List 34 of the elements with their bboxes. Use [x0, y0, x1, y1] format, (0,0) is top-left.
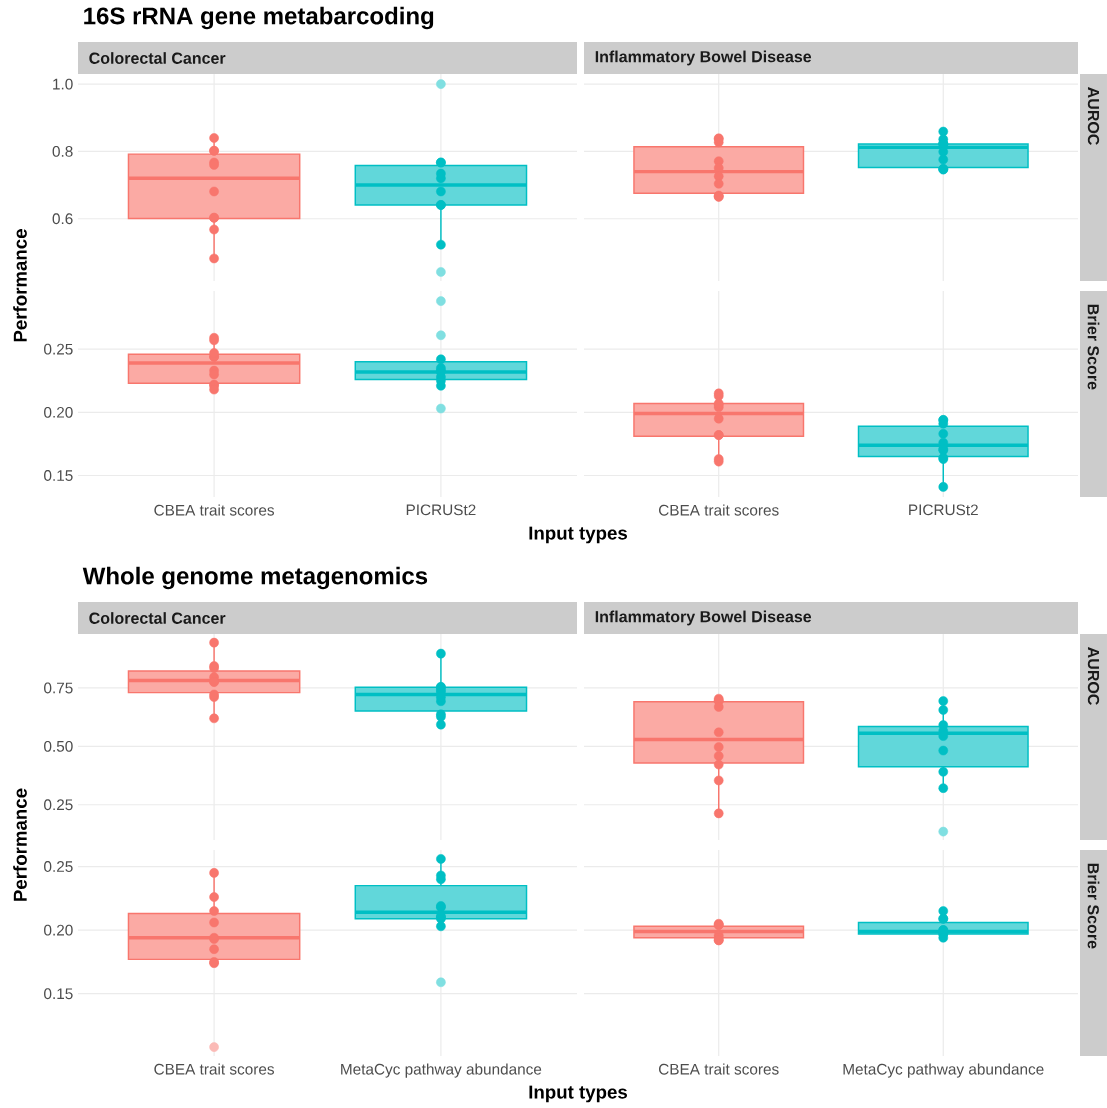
chart-subtitle: Colorectal Cancer — [89, 612, 226, 624]
y-tick-label: 0.6 — [52, 213, 73, 225]
y-tick-label: 0.25 — [44, 799, 73, 811]
y-tick-label: 0.15 — [44, 988, 73, 1000]
x-tick-label: PICRUSt2 — [406, 504, 476, 516]
y-tick-label: 0.25 — [44, 343, 73, 355]
y-axis-title: Performance — [13, 788, 27, 901]
y2-axis-title: Brier Score — [1087, 863, 1100, 949]
x-tick-label: MetaCyc pathway abundance — [341, 1063, 542, 1078]
y-tick-label: 0.8 — [52, 146, 73, 157]
x-tick-label: CBEA trait scores — [659, 1063, 779, 1075]
chart-subtitle: Inflammatory Bowel Disease — [595, 610, 812, 626]
x-tick-label: CBEA trait scores — [154, 1063, 275, 1075]
x-axis-title: Input types — [529, 1085, 628, 1103]
y-tick-label: 0.20 — [44, 924, 73, 936]
y-tick-label: 0.15 — [44, 470, 73, 481]
x-tick-label: CBEA trait scores — [659, 504, 779, 516]
y2-axis-title: Brier Score — [1087, 304, 1100, 390]
chart-subtitle: Colorectal Cancer — [89, 52, 226, 64]
x-axis-title: Input types — [529, 526, 628, 544]
y-axis-title: Performance — [13, 229, 27, 342]
x-tick-label: CBEA trait scores — [154, 504, 275, 516]
y-tick-label: 0.20 — [44, 406, 73, 418]
y-tick-label: 1.0 — [53, 78, 73, 90]
x-tick-label: MetaCyc pathway abundance — [843, 1063, 1044, 1078]
y-tick-label: 0.50 — [44, 740, 73, 752]
y2-axis-title: AUROC — [1087, 647, 1100, 705]
y2-axis-title: AUROC — [1087, 87, 1100, 145]
x-tick-label: PICRUSt2 — [909, 504, 978, 516]
y-tick-label: 0.75 — [44, 682, 73, 694]
y-tick-label: 0.25 — [44, 861, 73, 872]
chart-title: Whole genome metagenomics — [82, 566, 428, 590]
chart-title: 16S rRNA gene metabarcoding — [84, 6, 434, 30]
chart-subtitle: Inflammatory Bowel Disease — [595, 50, 812, 66]
